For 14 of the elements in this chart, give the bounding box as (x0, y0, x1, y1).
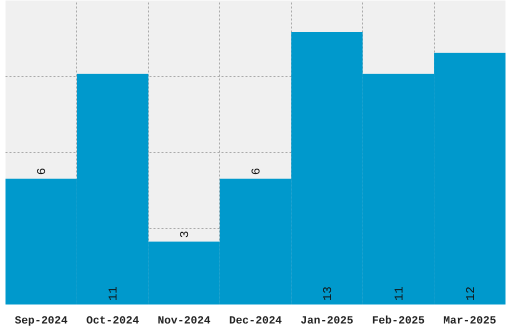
x-tick-label: Sep-2024 (14, 316, 68, 328)
x-tick-label: Dec-2024 (229, 316, 282, 328)
data-label: 6 (250, 168, 264, 176)
data-label: 3 (178, 230, 192, 238)
x-tick-label: Jan-2025 (300, 316, 354, 328)
x-tick-label: Mar-2025 (443, 316, 497, 328)
x-tick-label: Feb-2025 (372, 316, 426, 328)
data-label: 11 (106, 286, 121, 301)
x-tick-label: Oct-2024 (86, 316, 140, 328)
data-label: 12 (464, 286, 478, 301)
data-label: 6 (35, 168, 50, 176)
x-tick-label: Nov-2024 (158, 316, 211, 328)
data-label: 11 (392, 286, 406, 301)
data-label: 13 (320, 286, 335, 301)
